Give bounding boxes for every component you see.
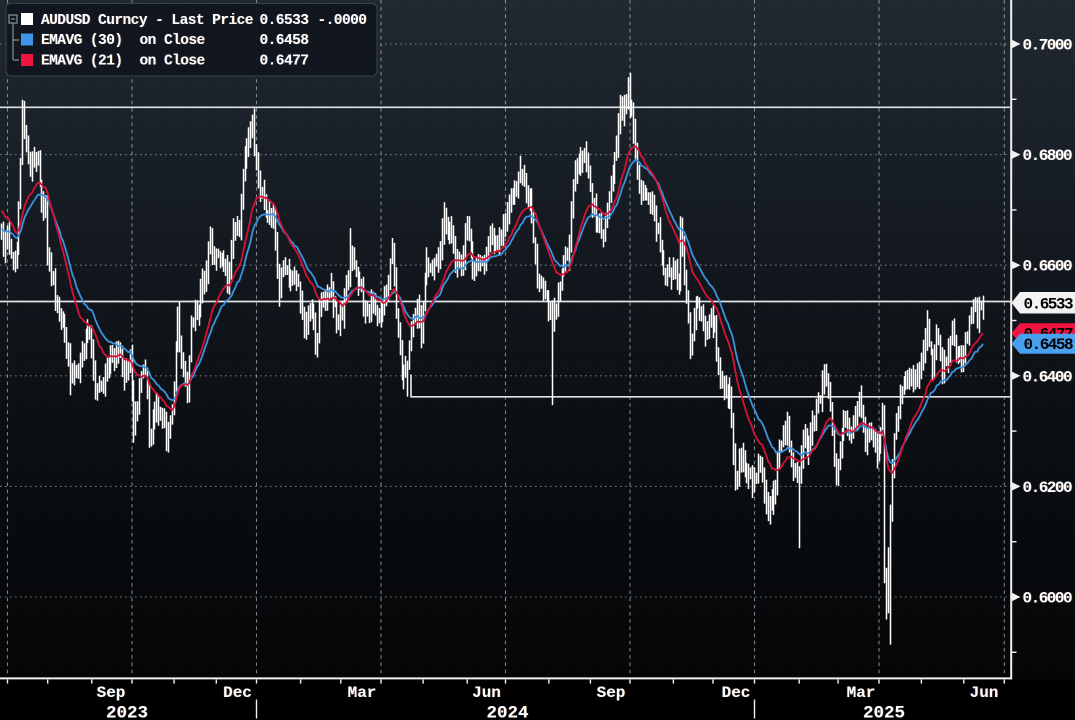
- svg-text:Jun: Jun: [970, 684, 999, 702]
- svg-text:0.6458: 0.6458: [1024, 336, 1074, 354]
- svg-text:Dec: Dec: [722, 684, 751, 702]
- svg-text:0.6800: 0.6800: [1023, 147, 1073, 165]
- svg-text:0.6458: 0.6458: [260, 33, 309, 49]
- svg-text:Sep: Sep: [597, 684, 626, 702]
- svg-text:on Close: on Close: [140, 54, 205, 70]
- svg-text:AUDUSD Curncy - Last Price: AUDUSD Curncy - Last Price: [41, 13, 253, 29]
- svg-text:on Close: on Close: [140, 33, 205, 49]
- svg-text:2023: 2023: [106, 703, 148, 720]
- svg-text:2024: 2024: [486, 703, 528, 720]
- svg-text:Sep: Sep: [97, 684, 126, 702]
- svg-text:2025: 2025: [863, 703, 905, 720]
- svg-text:Mar: Mar: [847, 684, 876, 702]
- svg-text:0.6400: 0.6400: [1023, 368, 1073, 386]
- svg-text:0.6533: 0.6533: [1024, 295, 1074, 313]
- svg-text:0.6477: 0.6477: [260, 54, 309, 70]
- svg-text:0.6533: 0.6533: [260, 13, 309, 29]
- svg-text:EMAVG (21): EMAVG (21): [41, 54, 123, 70]
- svg-text:Dec: Dec: [223, 684, 252, 702]
- svg-text:EMAVG (30): EMAVG (30): [41, 33, 123, 49]
- svg-text:0.6200: 0.6200: [1023, 479, 1073, 497]
- svg-text:0.7000: 0.7000: [1023, 37, 1073, 55]
- svg-text:0.6600: 0.6600: [1023, 258, 1073, 276]
- svg-text:Jun: Jun: [472, 684, 501, 702]
- svg-text:0.6000: 0.6000: [1023, 590, 1073, 608]
- svg-text:Mar: Mar: [348, 684, 377, 702]
- svg-text:-.0000: -.0000: [318, 13, 367, 29]
